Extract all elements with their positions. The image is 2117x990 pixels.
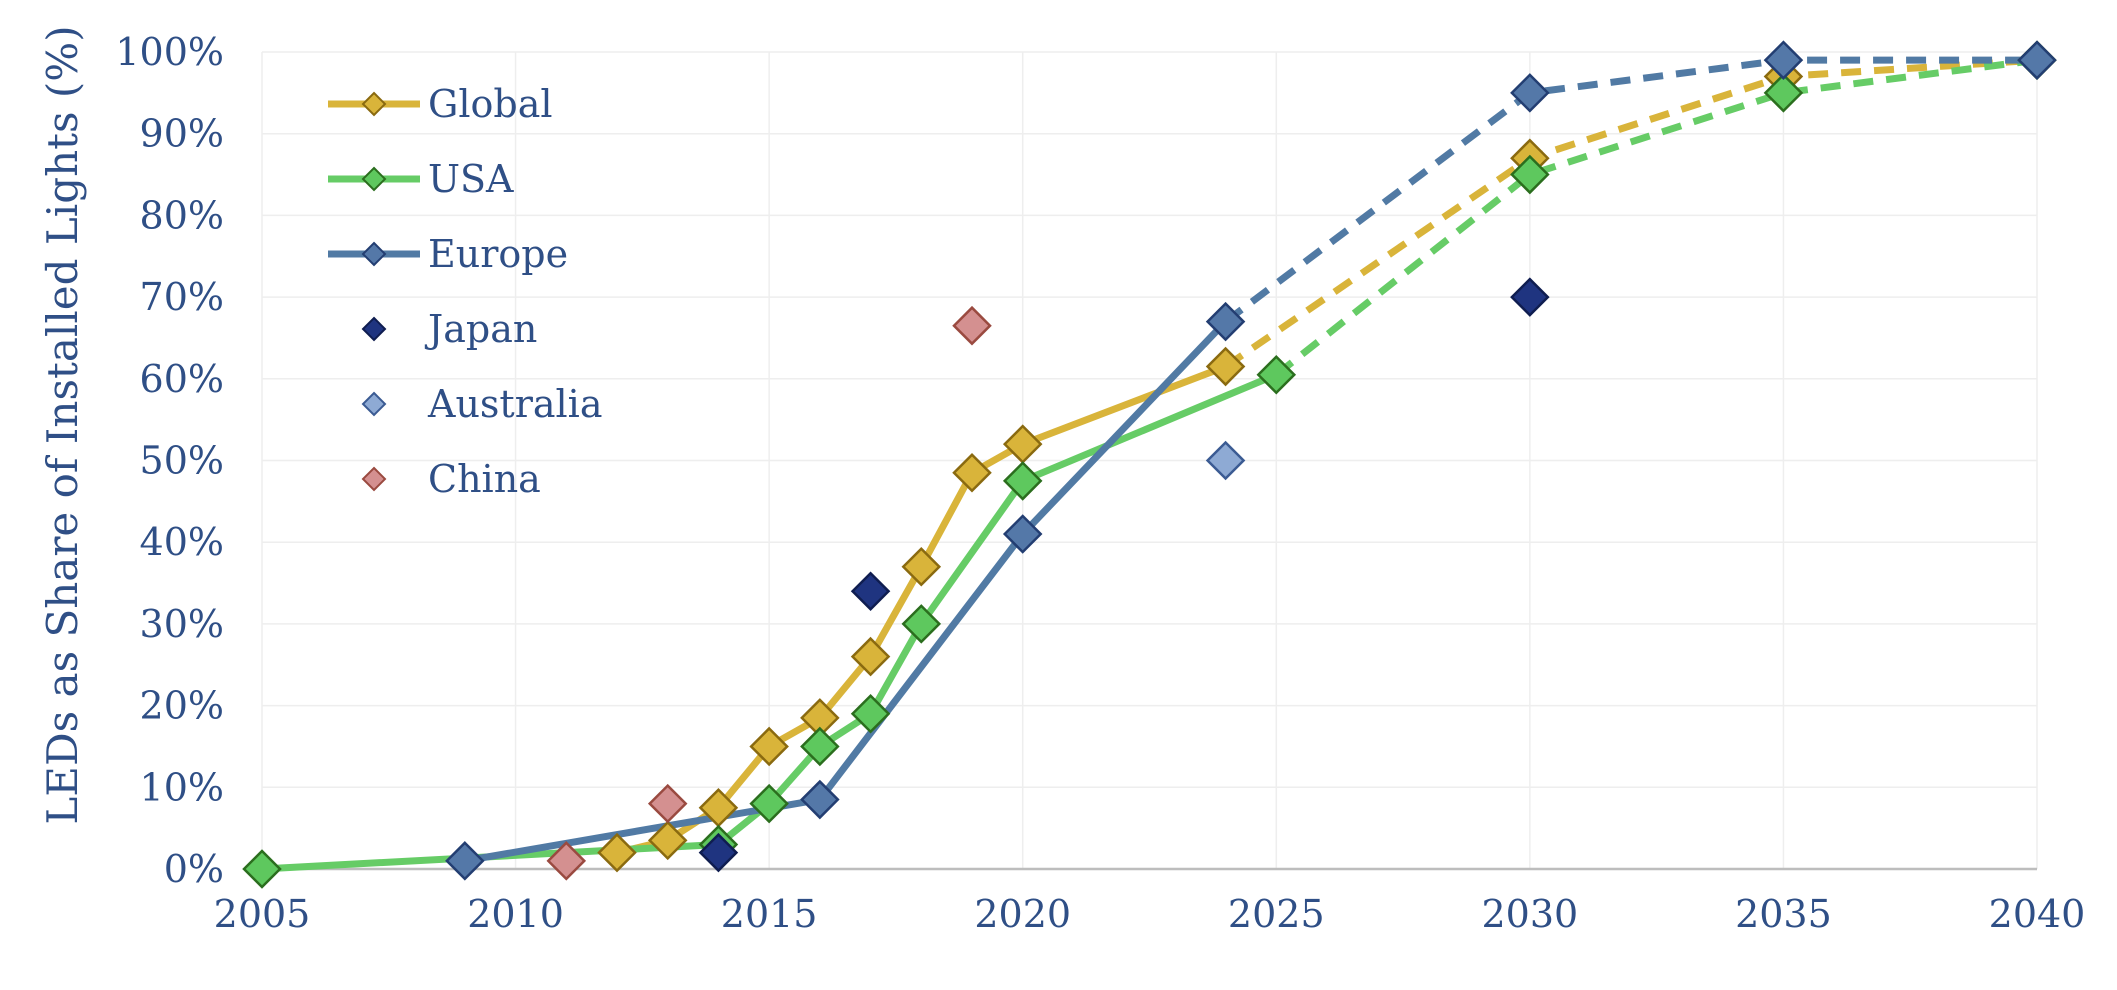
legend-global-marker (361, 91, 387, 117)
y-tick-labels: 0% 10% 20% 30% 40% 50% 60% 70% 80% 90% 100% (115, 30, 224, 891)
x-tick-label: 2010 (467, 892, 564, 936)
y-tick-label: 20% (140, 684, 224, 728)
legend-australia-label: Australia (427, 382, 602, 426)
europe-point (1763, 40, 1804, 80)
x-tick-label: 2005 (214, 892, 311, 936)
x-tick-label: 2025 (1228, 892, 1325, 936)
x-tick-label: 2035 (1735, 892, 1832, 936)
usa-point (850, 694, 891, 734)
china-point (647, 783, 688, 824)
australia-point (1205, 440, 1246, 481)
legend-australia-marker (361, 391, 387, 417)
x-tick-labels: 2005 2010 2015 2020 2025 2030 2035 2040 (214, 892, 2086, 936)
china-point (952, 305, 992, 346)
usa-point (242, 849, 282, 889)
global-point (901, 546, 942, 587)
global-projection-line (1223, 56, 2038, 370)
usa-point (800, 726, 840, 767)
legend-europe-label: Europe (428, 232, 568, 276)
europe-projection-line (1223, 56, 2037, 325)
europe-series-line (464, 319, 1229, 865)
japan-point (1510, 277, 1550, 317)
usa-point (1763, 73, 1804, 113)
y-tick-label: 50% (140, 439, 224, 483)
x-tick-label: 2030 (1481, 892, 1578, 936)
europe-point (1205, 301, 1246, 342)
y-tick-label: 0% (164, 847, 224, 891)
japan-point (850, 571, 891, 611)
usa-point (1002, 461, 1043, 501)
usa-point (1510, 154, 1550, 195)
series-markers (242, 40, 2057, 889)
y-tick-label: 40% (140, 520, 224, 564)
usa-point (901, 604, 942, 644)
y-tick-label: 80% (140, 193, 224, 237)
usa-projection-line (1274, 56, 2038, 378)
europe-point (445, 841, 485, 881)
legend: Global USA Europe Japan Australia China (328, 82, 602, 501)
usa-point (1256, 354, 1297, 395)
y-tick-label: 60% (140, 357, 224, 401)
x-tick-label: 2040 (1989, 892, 2086, 936)
global-point (952, 452, 992, 493)
y-tick-label: 100% (115, 30, 224, 74)
legend-china-label: China (428, 457, 541, 501)
europe-point (1510, 73, 1550, 113)
x-tick-label: 2020 (974, 892, 1071, 936)
europe-point (1002, 514, 1043, 554)
legend-china-marker (361, 466, 387, 492)
global-point (647, 820, 688, 861)
legend-japan-label: Japan (424, 307, 537, 351)
legend-usa-label: USA (428, 157, 514, 201)
global-point (1002, 424, 1043, 464)
y-tick-label: 10% (140, 765, 224, 809)
y-tick-label: 30% (140, 602, 224, 646)
legend-global-label: Global (428, 82, 553, 126)
global-point (597, 832, 637, 873)
china-point (546, 841, 587, 881)
global-point (749, 726, 789, 767)
japan-point (698, 832, 739, 873)
legend-japan-marker (361, 316, 387, 342)
legend-europe-marker (361, 241, 387, 267)
global-point (1205, 346, 1246, 387)
y-tick-label: 70% (140, 275, 224, 319)
global-point (850, 636, 891, 677)
x-tick-label: 2015 (721, 892, 818, 936)
europe-point (2017, 40, 2057, 80)
y-tick-label: 90% (140, 112, 224, 156)
legend-usa-marker (361, 166, 387, 192)
europe-point (800, 779, 840, 820)
usa-point (749, 783, 789, 824)
y-axis-title: LEDs as Share of Installed Lights (%) (38, 25, 87, 824)
